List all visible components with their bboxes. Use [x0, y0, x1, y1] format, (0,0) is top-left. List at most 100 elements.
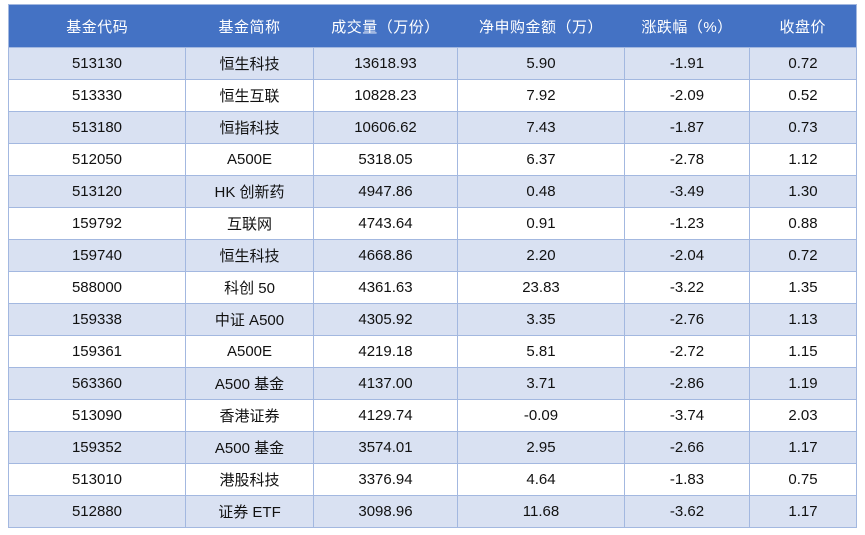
- table-cell: 0.88: [749, 207, 857, 240]
- column-header-5: 涨跌幅（%）: [624, 4, 750, 48]
- table-cell: 159792: [8, 207, 186, 240]
- table-cell: 0.52: [749, 79, 857, 112]
- table-cell: 0.48: [457, 175, 625, 208]
- table-cell: 3574.01: [313, 431, 458, 464]
- table-cell: 10828.23: [313, 79, 458, 112]
- table-row: 512880 证券 ETF 3098.96 11.68 -3.62 1.17: [8, 495, 857, 528]
- table-cell: 证券 ETF: [185, 495, 314, 528]
- table-cell: 3376.94: [313, 463, 458, 496]
- table-cell: HK 创新药: [185, 175, 314, 208]
- table-row: 513130 恒生科技 13618.93 5.90 -1.91 0.72: [8, 47, 857, 80]
- table-cell: -2.66: [624, 431, 750, 464]
- table-cell: 159740: [8, 239, 186, 272]
- header-row: 基金代码 基金简称 成交量（万份） 净申购金额（万） 涨跌幅（%） 收盘价: [8, 4, 857, 48]
- table-row: 513330 恒生互联 10828.23 7.92 -2.09 0.52: [8, 79, 857, 112]
- table-row: 563360 A500 基金 4137.00 3.71 -2.86 1.19: [8, 367, 857, 400]
- table-cell: -0.09: [457, 399, 625, 432]
- table-cell: 2.03: [749, 399, 857, 432]
- table-cell: 512880: [8, 495, 186, 528]
- table-cell: -1.87: [624, 111, 750, 144]
- table-cell: 7.43: [457, 111, 625, 144]
- table-cell: 3098.96: [313, 495, 458, 528]
- table-cell: 1.17: [749, 431, 857, 464]
- table-cell: 恒指科技: [185, 111, 314, 144]
- table-cell: 4.64: [457, 463, 625, 496]
- table-cell: -2.04: [624, 239, 750, 272]
- table-row: 588000 科创 50 4361.63 23.83 -3.22 1.35: [8, 271, 857, 304]
- table-cell: 4137.00: [313, 367, 458, 400]
- table-cell: 0.91: [457, 207, 625, 240]
- table-cell: 1.30: [749, 175, 857, 208]
- table-cell: 4743.64: [313, 207, 458, 240]
- table-row: 513010 港股科技 3376.94 4.64 -1.83 0.75: [8, 463, 857, 496]
- table-cell: 159338: [8, 303, 186, 336]
- table-cell: 4361.63: [313, 271, 458, 304]
- table-cell: -3.62: [624, 495, 750, 528]
- table-cell: -2.78: [624, 143, 750, 176]
- table-cell: -3.49: [624, 175, 750, 208]
- table-cell: 科创 50: [185, 271, 314, 304]
- table-cell: 4305.92: [313, 303, 458, 336]
- column-header-2: 基金简称: [185, 4, 314, 48]
- table-cell: -3.22: [624, 271, 750, 304]
- table-cell: 588000: [8, 271, 186, 304]
- table-row: 159338 中证 A500 4305.92 3.35 -2.76 1.13: [8, 303, 857, 336]
- table-row: 159361 A500E 4219.18 5.81 -2.72 1.15: [8, 335, 857, 368]
- table-row: 159352 A500 基金 3574.01 2.95 -2.66 1.17: [8, 431, 857, 464]
- table-cell: 513090: [8, 399, 186, 432]
- table-cell: A500E: [185, 143, 314, 176]
- table-cell: 5318.05: [313, 143, 458, 176]
- table-row: 512050 A500E 5318.05 6.37 -2.78 1.12: [8, 143, 857, 176]
- table-cell: 6.37: [457, 143, 625, 176]
- table-cell: 513330: [8, 79, 186, 112]
- table-cell: 1.13: [749, 303, 857, 336]
- table-cell: 中证 A500: [185, 303, 314, 336]
- table-body: 513130 恒生科技 13618.93 5.90 -1.91 0.72 513330 恒生互…: [8, 47, 857, 528]
- table-cell: -1.23: [624, 207, 750, 240]
- table-cell: -2.86: [624, 367, 750, 400]
- table-cell: 512050: [8, 143, 186, 176]
- table-cell: 563360: [8, 367, 186, 400]
- table-cell: A500 基金: [185, 367, 314, 400]
- table-cell: -2.76: [624, 303, 750, 336]
- table-cell: 159361: [8, 335, 186, 368]
- table-cell: 5.81: [457, 335, 625, 368]
- fund-table: 基金代码 基金简称 成交量（万份） 净申购金额（万） 涨跌幅（%） 收盘价 513130 恒…: [8, 4, 857, 528]
- column-header-6: 收盘价: [749, 4, 857, 48]
- table-cell: 0.72: [749, 47, 857, 80]
- column-header-4: 净申购金额（万）: [457, 4, 625, 48]
- table-cell: 0.72: [749, 239, 857, 272]
- table-cell: A500E: [185, 335, 314, 368]
- table-cell: 513180: [8, 111, 186, 144]
- table-cell: 4219.18: [313, 335, 458, 368]
- table-cell: 1.15: [749, 335, 857, 368]
- table-cell: 港股科技: [185, 463, 314, 496]
- table-cell: 5.90: [457, 47, 625, 80]
- table-cell: 513010: [8, 463, 186, 496]
- table-cell: 香港证券: [185, 399, 314, 432]
- table-row: 513180 恒指科技 10606.62 7.43 -1.87 0.73: [8, 111, 857, 144]
- table-cell: 互联网: [185, 207, 314, 240]
- table-row: 159740 恒生科技 4668.86 2.20 -2.04 0.72: [8, 239, 857, 272]
- table-cell: -2.72: [624, 335, 750, 368]
- table-cell: 1.12: [749, 143, 857, 176]
- table-cell: 1.35: [749, 271, 857, 304]
- table-cell: 513130: [8, 47, 186, 80]
- table-cell: 513120: [8, 175, 186, 208]
- table-cell: 4129.74: [313, 399, 458, 432]
- table-cell: 4668.86: [313, 239, 458, 272]
- table-cell: 1.17: [749, 495, 857, 528]
- table-cell: 恒生科技: [185, 47, 314, 80]
- table-cell: 11.68: [457, 495, 625, 528]
- table-cell: 3.35: [457, 303, 625, 336]
- table-row: 513090 香港证券 4129.74 -0.09 -3.74 2.03: [8, 399, 857, 432]
- table-cell: 恒生互联: [185, 79, 314, 112]
- table-cell: 2.20: [457, 239, 625, 272]
- table-cell: -2.09: [624, 79, 750, 112]
- table-cell: A500 基金: [185, 431, 314, 464]
- table-row: 159792 互联网 4743.64 0.91 -1.23 0.88: [8, 207, 857, 240]
- table-cell: 23.83: [457, 271, 625, 304]
- table-cell: 13618.93: [313, 47, 458, 80]
- table-cell: -3.74: [624, 399, 750, 432]
- table-cell: -1.83: [624, 463, 750, 496]
